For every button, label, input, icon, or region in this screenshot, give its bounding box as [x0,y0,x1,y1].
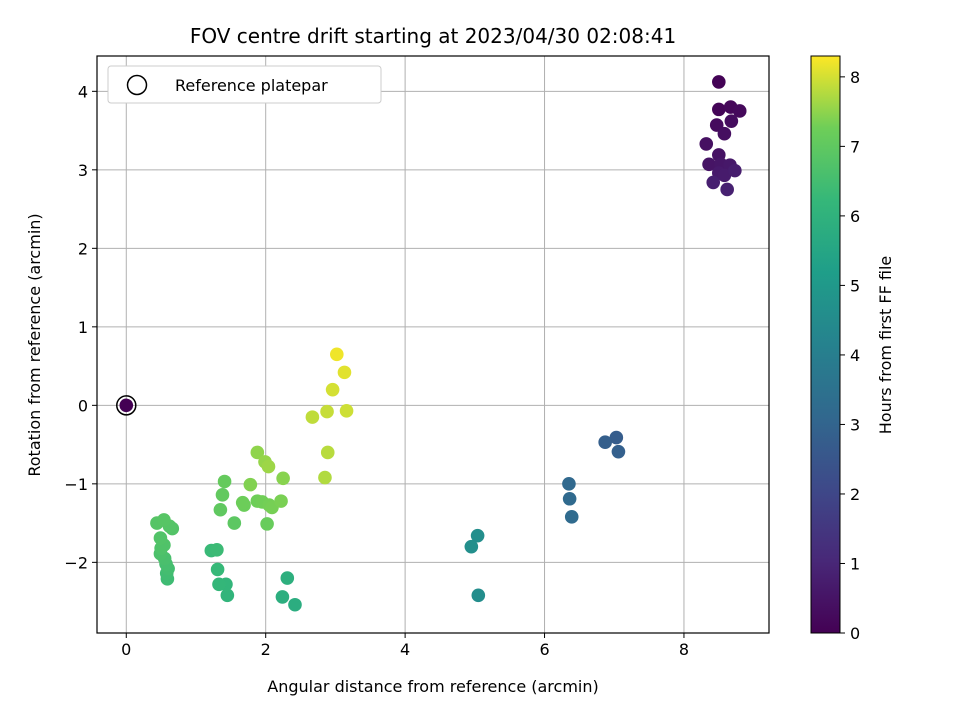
data-points [150,75,747,612]
data-point [288,597,302,612]
colorbar-tick-label: 7 [850,137,860,156]
data-point [275,590,290,604]
data-point [217,474,232,489]
legend-box [107,65,382,104]
data-point [210,562,225,577]
data-point [470,528,485,543]
data-point [243,477,258,492]
colorbar-tick-label: 6 [850,207,860,226]
data-point [471,588,486,603]
data-point [330,347,344,362]
reference-point-fill [119,398,134,413]
data-point [280,571,295,585]
data-point [712,102,726,117]
data-point [598,435,612,450]
colorbar-tick-label: 2 [850,485,860,504]
legend-label: Reference platepar [175,76,328,95]
data-point [699,137,714,151]
colorbar-tick-label: 8 [850,68,860,87]
data-point [213,502,228,517]
colorbar-tick-label: 1 [850,554,860,573]
data-point [157,513,171,527]
data-point [562,477,576,491]
data-point [210,542,224,557]
data-point [325,382,340,397]
y-axis-label: Rotation from reference (arcmin) [25,213,44,476]
data-point [261,459,276,474]
x-axis-ticks: 0 2 4 6 8 [121,633,689,659]
data-point [728,163,742,178]
data-point [464,539,479,554]
colorbar-label: Hours from first FF file [876,256,895,435]
y-tick-label: 3 [78,161,88,180]
data-point [611,444,626,459]
data-point [702,157,716,172]
y-tick-label: 1 [78,318,88,337]
y-tick-label: 4 [78,82,88,101]
data-point [220,588,235,603]
colorbar: 0 1 2 3 4 5 6 7 8 Hours from first FF file [810,55,895,643]
data-point [564,510,579,524]
data-point [235,495,250,510]
data-point [717,168,732,183]
data-point [337,365,352,380]
data-point [720,182,734,197]
plot-frame [96,55,770,634]
data-point [250,445,265,460]
reference-point-ring [116,395,137,416]
data-point [260,517,274,531]
colorbar-tick-label: 4 [850,346,860,365]
data-point [318,470,332,485]
y-tick-label: 0 [78,396,88,415]
data-point [339,404,354,418]
x-axis-label: Angular distance from reference (arcmin) [267,677,598,696]
data-point [215,488,230,502]
reference-marker [116,395,137,416]
data-point [320,445,335,460]
chart-title: FOV centre drift starting at 2023/04/30 … [190,24,676,48]
x-tick-label: 0 [121,640,131,659]
y-tick-label: −1 [64,475,88,494]
colorbar-tick-label: 5 [850,276,860,295]
data-point [153,531,168,545]
data-point [227,516,242,530]
y-axis-ticks: −2 −1 0 1 2 3 4 [64,82,97,572]
x-tick-label: 4 [400,640,410,659]
grid-lines [97,56,769,633]
data-point [724,114,739,128]
legend: Reference platepar [107,65,382,104]
x-tick-label: 8 [679,640,689,659]
x-tick-label: 6 [539,640,549,659]
data-point [609,430,624,445]
x-tick-label: 2 [261,640,271,659]
colorbar-tick-label: 0 [850,624,860,643]
data-point [305,410,320,424]
data-point [274,494,288,508]
legend-marker-icon [126,74,148,96]
data-point [276,471,290,486]
data-point [212,577,226,592]
y-tick-label: −2 [64,553,88,572]
data-point [706,175,721,190]
data-point [712,75,726,89]
data-point [562,491,577,506]
data-point [717,126,732,141]
y-tick-label: 2 [78,239,88,258]
colorbar-tick-label: 3 [850,415,860,434]
colorbar-gradient [810,55,841,634]
colorbar-ticks: 0 1 2 3 4 5 6 7 8 [840,68,860,643]
data-point [732,104,747,118]
data-point [320,404,334,419]
